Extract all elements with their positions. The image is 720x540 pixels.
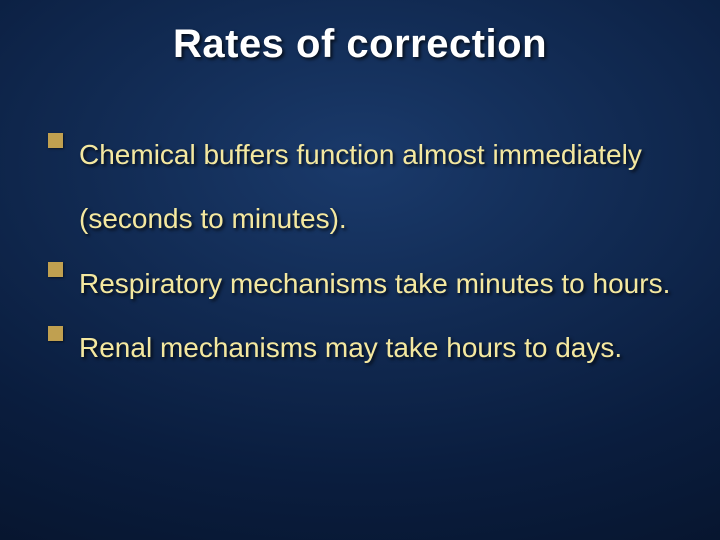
bullet-square-icon (48, 326, 63, 341)
list-item: Chemical buffers function almost immedia… (48, 123, 680, 252)
bullet-square-icon (48, 133, 63, 148)
list-item: Respiratory mechanisms take minutes to h… (48, 252, 680, 316)
bullet-text: Respiratory mechanisms take minutes to h… (79, 252, 670, 316)
list-item: Renal mechanisms may take hours to days. (48, 316, 680, 380)
slide-title: Rates of correction (40, 22, 680, 67)
bullet-list: Chemical buffers function almost immedia… (40, 123, 680, 381)
bullet-text: Renal mechanisms may take hours to days. (79, 316, 622, 380)
bullet-text: Chemical buffers function almost immedia… (79, 123, 680, 252)
slide-container: Rates of correction Chemical buffers fun… (0, 0, 720, 540)
bullet-square-icon (48, 262, 63, 277)
